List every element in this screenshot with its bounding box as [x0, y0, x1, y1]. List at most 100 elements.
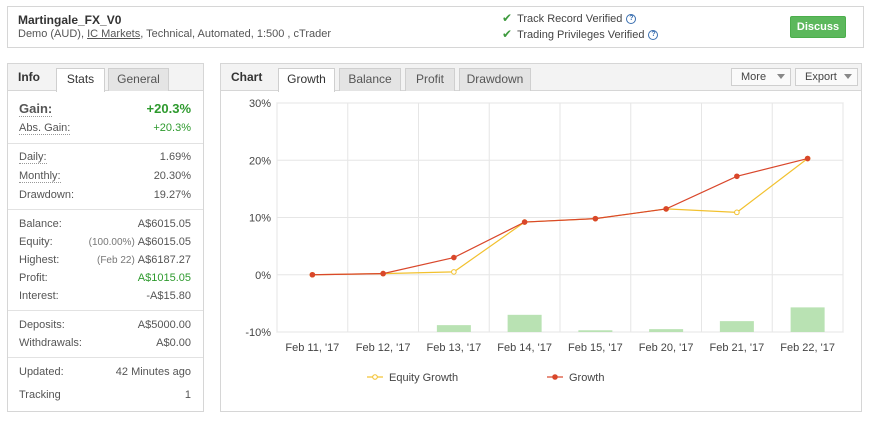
meta-suffix: , Technical, Automated, 1:500 , cTrader — [140, 28, 332, 40]
volume-bar — [507, 314, 542, 332]
divider — [8, 143, 203, 144]
daily-value: 1.69% — [159, 151, 191, 163]
volume-bar — [790, 307, 825, 332]
volume-bar — [436, 325, 471, 332]
interest-label: Interest: — [19, 290, 59, 302]
abs-gain-row: Abs. Gain: +20.3% — [19, 122, 191, 136]
tracking-label: Tracking — [19, 389, 61, 401]
tab-growth[interactable]: Growth — [278, 68, 335, 92]
export-dropdown[interactable]: Export — [795, 68, 858, 86]
interest-row: Interest: -A$15.80 — [19, 290, 191, 304]
help-icon[interactable]: ? — [626, 14, 637, 25]
info-tabs: Info Stats General — [8, 64, 203, 92]
tracking-row: Tracking 1 — [19, 389, 191, 403]
highest-value-group: (Feb 22) A$6187.27 — [97, 254, 191, 266]
trading-privileges-label: Trading Privileges Verified — [517, 29, 645, 41]
volume-bar — [578, 330, 613, 332]
info-panel: Info Stats General Gain: +20.3% Abs. Gai… — [7, 63, 204, 412]
x-tick-label: Feb 14, '17 — [497, 342, 552, 354]
drawdown-label: Drawdown: — [19, 189, 75, 201]
highest-value: A$6187.27 — [137, 254, 191, 266]
tab-drawdown[interactable]: Drawdown — [459, 68, 531, 91]
deposits-row: Deposits: A$5000.00 — [19, 319, 191, 333]
more-dropdown[interactable]: More — [731, 68, 791, 86]
export-label: Export — [805, 71, 837, 83]
divider — [8, 357, 203, 358]
y-tick-label: 10% — [249, 213, 271, 225]
check-icon: ✔ — [502, 11, 513, 25]
chevron-down-icon — [844, 74, 852, 79]
discuss-button[interactable]: Discuss — [790, 16, 846, 38]
deposits-value: A$5000.00 — [137, 319, 191, 331]
meta-prefix: Demo (AUD), — [18, 28, 88, 40]
gain-label[interactable]: Gain: — [19, 101, 53, 117]
profit-value: A$1015.05 — [137, 272, 191, 284]
highest-label: Highest: — [19, 254, 60, 266]
abs-gain-value: +20.3% — [153, 122, 191, 134]
gain-value: +20.3% — [146, 101, 191, 116]
chart-panel: Chart Growth Balance Profit Drawdown Mor… — [220, 63, 862, 412]
equity-value-group: (100.00%) A$6015.05 — [89, 236, 191, 248]
highest-date: (Feb 22) — [96, 255, 135, 266]
growth-point — [804, 155, 811, 162]
equity-growth-point — [451, 269, 457, 275]
legend-label: Equity Growth — [389, 372, 458, 384]
equity-growth-point — [734, 209, 740, 216]
check-icon: ✔ — [502, 27, 513, 41]
y-tick-label: -10% — [245, 327, 271, 339]
tab-general[interactable]: General — [108, 68, 169, 91]
system-meta: Demo (AUD), IC Markets, Technical, Autom… — [18, 28, 331, 40]
tracking-value[interactable]: 1 — [184, 389, 191, 401]
volume-bar — [719, 321, 754, 332]
balance-row: Balance: A$6015.05 — [19, 218, 191, 232]
x-tick-label: Feb 15, '17 — [568, 342, 623, 354]
chevron-down-icon — [777, 74, 785, 79]
more-label: More — [741, 71, 767, 83]
monthly-label[interactable]: Monthly: — [19, 170, 61, 183]
equity-value: A$6015.05 — [137, 236, 191, 248]
growth-point — [592, 215, 599, 222]
growth-point — [663, 206, 669, 212]
withdrawals-value: A$0.00 — [156, 337, 191, 349]
tab-stats[interactable]: Stats — [56, 68, 105, 92]
equity-percent: (100.00%) — [88, 237, 135, 248]
drawdown-row: Drawdown: 19.27% — [19, 189, 191, 203]
legend-label: Growth — [569, 372, 604, 384]
y-tick-label: 30% — [249, 98, 271, 110]
balance-label: Balance: — [19, 218, 62, 230]
monthly-value: 20.30% — [153, 170, 191, 182]
x-tick-label: Feb 20, '17 — [639, 342, 694, 354]
x-tick-label: Feb 22, '17 — [780, 342, 835, 354]
growth-chart: 30% 20% 10% 0% -10% Feb 11, '17 Feb 12, '17 Feb… — [245, 98, 844, 384]
abs-gain-label[interactable]: Abs. Gain: — [19, 122, 71, 135]
equity-row: Equity: (100.00%) A$6015.05 — [19, 236, 191, 250]
x-tick-label: Feb 11, '17 — [285, 342, 339, 354]
tab-profit[interactable]: Profit — [405, 68, 455, 91]
growth-point — [309, 271, 316, 278]
trading-privileges-verified: ✔ Trading Privileges Verified? — [502, 27, 659, 41]
daily-row: Daily: 1.69% — [19, 151, 191, 165]
divider — [8, 310, 203, 311]
deposits-label: Deposits: — [19, 319, 65, 331]
interest-value: -A$15.80 — [146, 290, 191, 302]
growth-line — [312, 157, 808, 276]
info-title: Info — [18, 70, 40, 84]
growth-point — [451, 254, 457, 261]
system-header: Martingale_FX_V0 Demo (AUD), IC Markets,… — [7, 6, 864, 48]
profit-row: Profit: A$1015.05 — [19, 272, 191, 286]
updated-row: Updated: 42 Minutes ago — [19, 366, 191, 380]
updated-label: Updated: — [19, 366, 64, 378]
help-icon[interactable]: ? — [648, 30, 659, 41]
balance-value: A$6015.05 — [137, 218, 191, 230]
daily-label[interactable]: Daily: — [19, 151, 47, 164]
volume-bar — [649, 329, 684, 332]
growth-point — [521, 219, 528, 225]
x-tick-label: Feb 13, '17 — [427, 342, 482, 354]
broker-link[interactable]: IC Markets — [87, 28, 141, 40]
tab-balance[interactable]: Balance — [339, 68, 401, 91]
chart-title: Chart — [231, 70, 263, 84]
legend-marker — [552, 374, 558, 380]
gain-row: Gain: +20.3% — [19, 101, 191, 118]
x-tick-label: Feb 12, '17 — [356, 342, 411, 354]
system-name[interactable]: Martingale_FX_V0 — [18, 13, 122, 27]
